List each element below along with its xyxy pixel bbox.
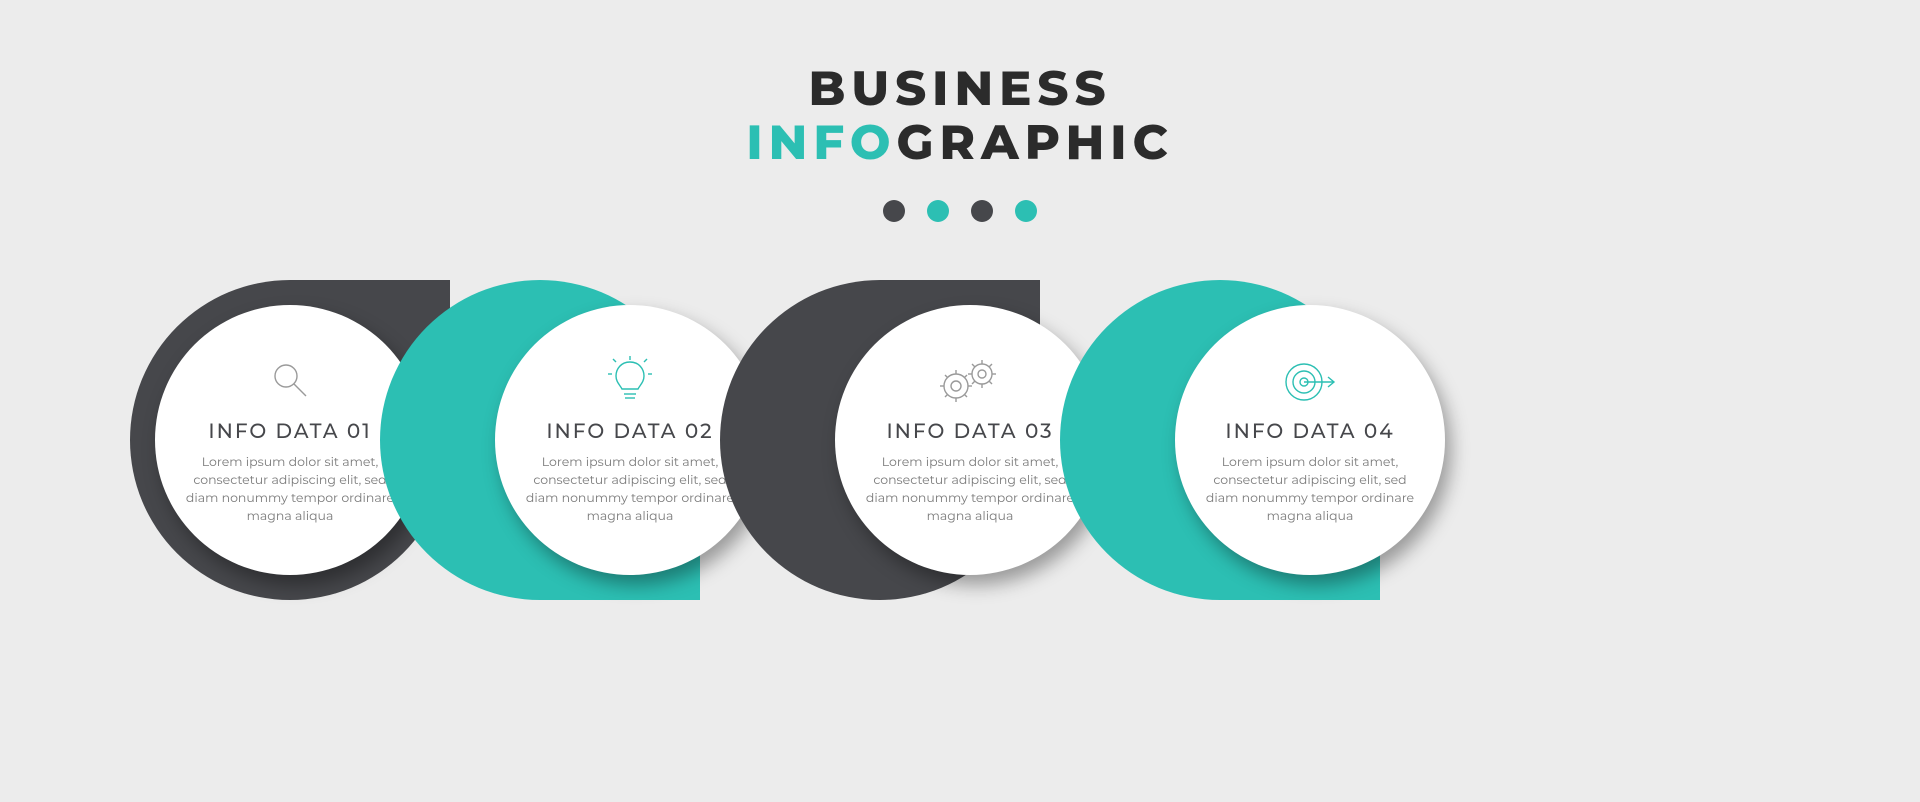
- dot-3: [971, 200, 993, 222]
- step-2-title: INFO DATA 02: [546, 420, 713, 444]
- title-line2: INFOGRAPHIC: [746, 114, 1173, 172]
- steps-area: INFO DATA 01 Lorem ipsum dolor sit amet,…: [0, 280, 1920, 700]
- gears-icon: [863, 354, 1077, 410]
- step-4-card: INFO DATA 04 Lorem ipsum dolor sit amet,…: [1175, 305, 1445, 575]
- step-4-title: INFO DATA 04: [1225, 420, 1394, 444]
- title-block: BUSINESS INFOGRAPHIC: [746, 60, 1173, 172]
- dots-row: [883, 200, 1037, 222]
- magnifier-icon: [183, 354, 397, 410]
- step-2-body: Lorem ipsum dolor sit amet, consectetur …: [523, 454, 737, 527]
- lightbulb-icon: [523, 354, 737, 410]
- title-accent: INFO: [746, 114, 896, 172]
- step-1-title: INFO DATA 01: [208, 420, 371, 444]
- step-4: INFO DATA 04 Lorem ipsum dolor sit amet,…: [1150, 280, 1470, 600]
- target-icon: [1203, 354, 1417, 410]
- title-line1: BUSINESS: [746, 60, 1173, 118]
- dot-1: [883, 200, 905, 222]
- step-1-body: Lorem ipsum dolor sit amet, consectetur …: [183, 454, 397, 527]
- dot-2: [927, 200, 949, 222]
- infographic-stage: BUSINESS INFOGRAPHIC INFO DATA 01 Lorem …: [0, 0, 1920, 802]
- step-3-title: INFO DATA 03: [886, 420, 1053, 444]
- step-4-body: Lorem ipsum dolor sit amet, consectetur …: [1203, 454, 1417, 527]
- step-3-body: Lorem ipsum dolor sit amet, consectetur …: [863, 454, 1077, 527]
- title-rest: GRAPHIC: [897, 114, 1174, 172]
- dot-4: [1015, 200, 1037, 222]
